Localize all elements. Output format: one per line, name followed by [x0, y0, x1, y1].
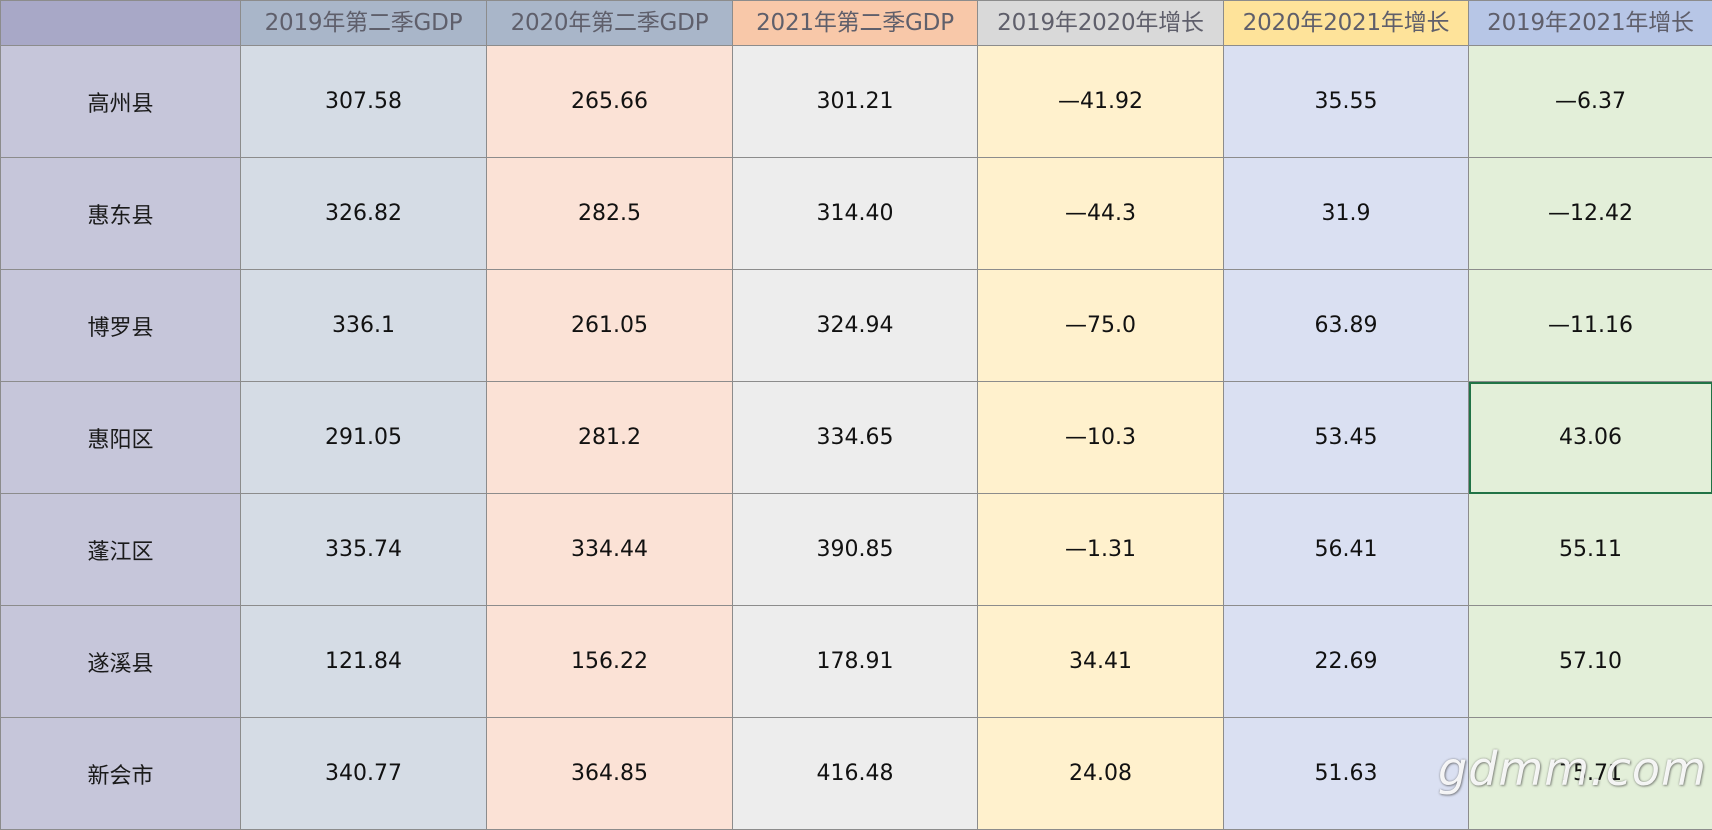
table-cell[interactable]: 326.82: [240, 157, 487, 270]
table-cell[interactable]: 336.1: [240, 269, 487, 382]
table-cell[interactable]: 31.9: [1223, 157, 1469, 270]
header-row: 2019年第二季GDP 2020年第二季GDP 2021年第二季GDP 2019…: [0, 0, 1712, 46]
site-watermark: gdmm.com: [1438, 742, 1707, 796]
table-cell[interactable]: —11.16: [1468, 269, 1712, 382]
table-row: 惠东县 326.82 282.5 314.40 —44.3 31.9 —12.4…: [0, 157, 1712, 270]
table-cell[interactable]: —75.0: [977, 269, 1224, 382]
table-row: 博罗县 336.1 261.05 324.94 —75.0 63.89 —11.…: [0, 269, 1712, 382]
table-cell[interactable]: —1.31: [977, 493, 1224, 606]
row-name-cell[interactable]: 新会市: [0, 717, 241, 830]
table-cell[interactable]: 34.41: [977, 605, 1224, 718]
table-row: 惠阳区 291.05 281.2 334.65 —10.3 53.45 43.0…: [0, 381, 1712, 494]
header-cell-gdp-2021[interactable]: 2021年第二季GDP: [732, 0, 978, 46]
row-name-cell[interactable]: 蓬江区: [0, 493, 241, 606]
table-cell[interactable]: 364.85: [486, 717, 733, 830]
row-name-cell[interactable]: 遂溪县: [0, 605, 241, 718]
table-cell[interactable]: 281.2: [486, 381, 733, 494]
table-cell[interactable]: 35.55: [1223, 45, 1469, 158]
table-cell[interactable]: 261.05: [486, 269, 733, 382]
table-row: 高州县 307.58 265.66 301.21 —41.92 35.55 —6…: [0, 45, 1712, 158]
table-cell[interactable]: 22.69: [1223, 605, 1469, 718]
header-cell-growth-2019-2021[interactable]: 2019年2021年增长: [1468, 0, 1712, 46]
row-name-cell[interactable]: 高州县: [0, 45, 241, 158]
table-cell[interactable]: 75.71: [1468, 717, 1712, 830]
table-cell[interactable]: 57.10: [1468, 605, 1712, 718]
table-cell[interactable]: —12.42: [1468, 157, 1712, 270]
header-cell-corner[interactable]: [0, 0, 241, 46]
table-row: 遂溪县 121.84 156.22 178.91 34.41 22.69 57.…: [0, 605, 1712, 718]
table-cell[interactable]: 416.48: [732, 717, 978, 830]
header-cell-growth-2020-2021[interactable]: 2020年2021年增长: [1223, 0, 1469, 46]
table-cell[interactable]: —44.3: [977, 157, 1224, 270]
table-cell[interactable]: 291.05: [240, 381, 487, 494]
header-cell-gdp-2020[interactable]: 2020年第二季GDP: [486, 0, 733, 46]
table-cell[interactable]: —6.37: [1468, 45, 1712, 158]
row-name-cell[interactable]: 惠阳区: [0, 381, 241, 494]
table-cell[interactable]: 156.22: [486, 605, 733, 718]
table-cell[interactable]: 51.63: [1223, 717, 1469, 830]
table-cell[interactable]: 178.91: [732, 605, 978, 718]
table-cell[interactable]: —41.92: [977, 45, 1224, 158]
table-cell[interactable]: 55.11: [1468, 493, 1712, 606]
table-cell[interactable]: 56.41: [1223, 493, 1469, 606]
table-row: 新会市 340.77 364.85 416.48 24.08 51.63 75.…: [0, 717, 1712, 830]
table-cell[interactable]: 265.66: [486, 45, 733, 158]
table-cell[interactable]: 307.58: [240, 45, 487, 158]
table-cell[interactable]: —10.3: [977, 381, 1224, 494]
table-cell[interactable]: 121.84: [240, 605, 487, 718]
table-cell[interactable]: 282.5: [486, 157, 733, 270]
table-cell[interactable]: 324.94: [732, 269, 978, 382]
header-cell-growth-2019-2020[interactable]: 2019年2020年增长: [977, 0, 1224, 46]
table-cell[interactable]: 314.40: [732, 157, 978, 270]
table-cell[interactable]: 390.85: [732, 493, 978, 606]
header-cell-gdp-2019[interactable]: 2019年第二季GDP: [240, 0, 487, 46]
table-cell[interactable]: 63.89: [1223, 269, 1469, 382]
table-row: 蓬江区 335.74 334.44 390.85 —1.31 56.41 55.…: [0, 493, 1712, 606]
table-cell[interactable]: 53.45: [1223, 381, 1469, 494]
table-cell[interactable]: 335.74: [240, 493, 487, 606]
table-cell[interactable]: 334.65: [732, 381, 978, 494]
table-cell[interactable]: 301.21: [732, 45, 978, 158]
table-cell[interactable]: 24.08: [977, 717, 1224, 830]
row-name-cell[interactable]: 博罗县: [0, 269, 241, 382]
table-cell[interactable]: 334.44: [486, 493, 733, 606]
row-name-cell[interactable]: 惠东县: [0, 157, 241, 270]
table-cell[interactable]: 340.77: [240, 717, 487, 830]
selected-table-cell[interactable]: 43.06: [1468, 381, 1712, 494]
